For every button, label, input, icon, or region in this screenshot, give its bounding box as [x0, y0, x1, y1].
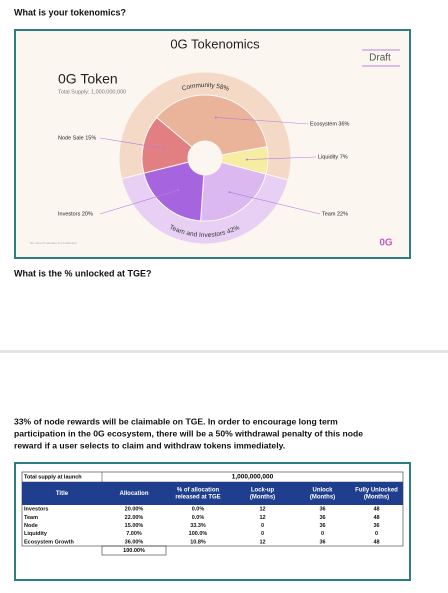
table-cell: 0: [261, 523, 264, 529]
leader-line: [99, 137, 165, 149]
table-cell: 0: [375, 531, 378, 537]
slide-footer: 0G Labs Proprietary & Confidential: [30, 241, 77, 245]
leader-line: [246, 156, 317, 160]
table-cell: 1,000,000,000: [232, 474, 274, 481]
table-cell: 100.0%: [189, 531, 208, 537]
leader-line: [229, 191, 321, 215]
table-cell: 0.0%: [192, 507, 205, 513]
question: What is your tokenomics?: [14, 7, 126, 17]
ring-label-text: Community 58%: [181, 82, 230, 93]
column-header: Allocation: [119, 491, 148, 497]
paragraph-line: 33% of node rewards will be claimable on…: [14, 416, 338, 426]
leader-line: [215, 117, 309, 125]
table-cell: 36: [319, 515, 325, 521]
segment-label: Liquidity 7%: [318, 154, 348, 160]
column-header: (Months): [250, 495, 275, 501]
table-cell: 48: [373, 507, 379, 513]
column-header: (Months): [310, 495, 335, 501]
leader-dot: [177, 189, 180, 192]
segment: [156, 94, 268, 156]
ring-label: Community 58%: [181, 82, 230, 93]
table-cell: 12: [259, 539, 265, 545]
table-cell: 0: [321, 531, 324, 537]
leader-dot: [245, 158, 248, 161]
segment-label: Team 22%: [322, 211, 348, 217]
column-header: (Months): [364, 495, 389, 501]
table: Total supply at launch 1,000,000,000 Title…: [21, 471, 404, 556]
leader-line: [99, 189, 179, 215]
table-cell: Ecosystem Growth: [24, 539, 74, 545]
column-header: released at TGE: [175, 495, 220, 501]
total-cell: [101, 545, 167, 556]
segment-label: Ecosystem 36%: [310, 121, 350, 127]
table-cell: 36: [373, 523, 379, 529]
leader-dot: [228, 191, 231, 194]
table-cell: 0.0%: [192, 515, 205, 521]
column-header: Lock-up: [251, 488, 275, 494]
table-cell: 36: [319, 507, 325, 513]
segment-label: Node Sale 15%: [58, 135, 96, 141]
page-break: [0, 350, 448, 353]
table-border: [21, 471, 404, 547]
column-header: Fully Unlocked: [355, 488, 398, 494]
leader-dot: [214, 116, 217, 119]
table-cell: Node: [24, 523, 38, 529]
table-cell: 12: [259, 515, 265, 521]
table-cell: 10.8%: [190, 539, 206, 545]
paragraph-line: reward if a user selects to claim and wi…: [14, 440, 285, 450]
table-cell: 22.00%: [125, 515, 144, 521]
column-header: % of allocation: [177, 488, 220, 494]
leader-dot: [163, 147, 166, 150]
table-cell: 0: [261, 531, 264, 537]
table-cell: 48: [373, 539, 379, 545]
table-cell: Investors: [24, 507, 48, 513]
paragraph-line: participation in the 0G ecosystem, there…: [14, 428, 363, 438]
table-cell: 12: [259, 507, 265, 513]
table-cell: 20.00%: [125, 507, 144, 513]
segment-label: Investors 20%: [58, 211, 93, 217]
column-header: Unlock: [312, 488, 333, 494]
table-cell: 7.00%: [126, 531, 142, 537]
table-cell: Total supply at launch: [24, 474, 82, 480]
table-cell: 36: [319, 539, 325, 545]
table-cell: 15.00%: [125, 523, 144, 529]
badge: Draft: [369, 53, 391, 64]
table-cell: 33.3%: [190, 523, 206, 529]
column-header: Title: [56, 491, 69, 497]
table-header: [22, 482, 403, 505]
table-cell: 36.00%: [125, 539, 144, 545]
total-value: 100.00%: [123, 548, 145, 554]
table-frame: [14, 462, 411, 581]
logo: 0G: [379, 238, 393, 249]
total-supply: Total Supply: 1,000,000,000: [58, 89, 126, 95]
table-cell: Team: [24, 515, 38, 521]
question: What is the % unlocked at TGE?: [14, 268, 152, 278]
segment: [200, 161, 267, 222]
donut-chart: Community 58%Team and Investors 42%Node …: [58, 71, 350, 245]
token-name: 0G Token: [58, 71, 118, 87]
table-cell: Liquidity: [24, 531, 48, 537]
table-cell: 36: [319, 523, 325, 529]
table-cell: 48: [373, 515, 379, 521]
slide-title: 0G Tokenomics: [170, 36, 260, 51]
